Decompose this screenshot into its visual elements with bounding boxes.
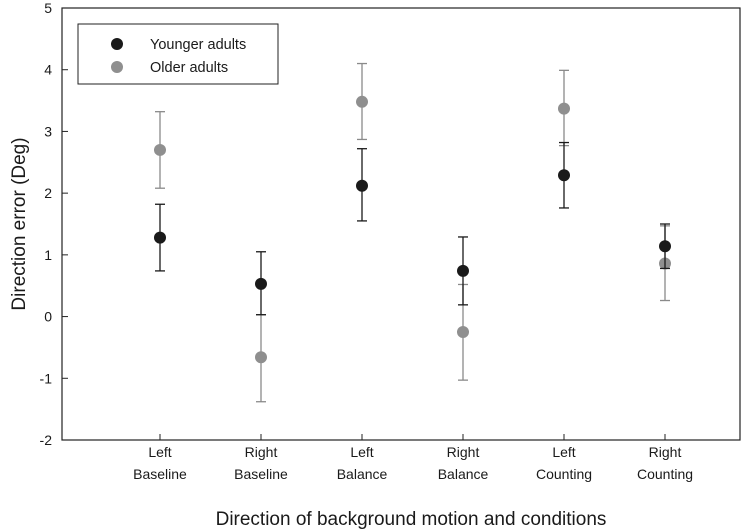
- younger-adults-point: [457, 264, 469, 277]
- x-tick-label: Counting: [536, 466, 592, 482]
- y-tick-label: -1: [40, 370, 53, 386]
- legend-marker: [111, 38, 123, 50]
- x-tick-label: Right: [447, 444, 480, 460]
- x-tick-label: Baseline: [133, 466, 187, 482]
- younger-adults-point: [558, 169, 570, 182]
- older-adults-point: [255, 351, 267, 364]
- y-axis-title: Direction error (Deg): [9, 137, 30, 310]
- older-adults-point: [558, 102, 570, 115]
- younger-adults-point: [356, 179, 368, 192]
- older-adults-point: [457, 326, 469, 338]
- legend-marker: [111, 61, 123, 73]
- younger-adults-point: [255, 277, 267, 290]
- legend: Younger adults Older adults: [77, 23, 279, 85]
- legend-label: Younger adults: [150, 37, 246, 53]
- plot-area: -2 -1 0 1 2 3 4 5 Left Baseline Right Baseline Left B…: [40, 0, 741, 482]
- younger-adults-point: [154, 231, 166, 244]
- y-tick-label: -2: [40, 432, 53, 448]
- x-tick-label: Balance: [337, 466, 388, 482]
- x-tick-label: Right: [245, 444, 278, 460]
- legend-label: Older adults: [150, 60, 228, 76]
- x-tick-label: Left: [350, 444, 373, 460]
- older-adults-point: [356, 95, 368, 108]
- x-tick-label: Counting: [637, 466, 693, 482]
- x-tick-label: Balance: [438, 466, 489, 482]
- younger-adults-point: [659, 240, 671, 253]
- y-tick-label: 2: [44, 185, 52, 201]
- x-axis-title: Direction of background motion and condi…: [216, 509, 607, 530]
- x-tick-label: Baseline: [234, 466, 288, 482]
- data-marks: [154, 62, 671, 403]
- y-tick-label: 3: [44, 123, 52, 139]
- y-tick-label: 5: [44, 0, 52, 16]
- x-tick-label: Right: [649, 444, 682, 460]
- legend-box: [77, 23, 279, 85]
- y-tick-label: 0: [44, 309, 52, 325]
- y-tick-label: 1: [44, 247, 52, 263]
- plot-frame: [61, 7, 741, 441]
- x-tick-label: Left: [552, 444, 575, 460]
- older-adults-point: [154, 143, 166, 156]
- x-tick-label: Left: [148, 444, 171, 460]
- y-tick-label: 4: [44, 62, 52, 78]
